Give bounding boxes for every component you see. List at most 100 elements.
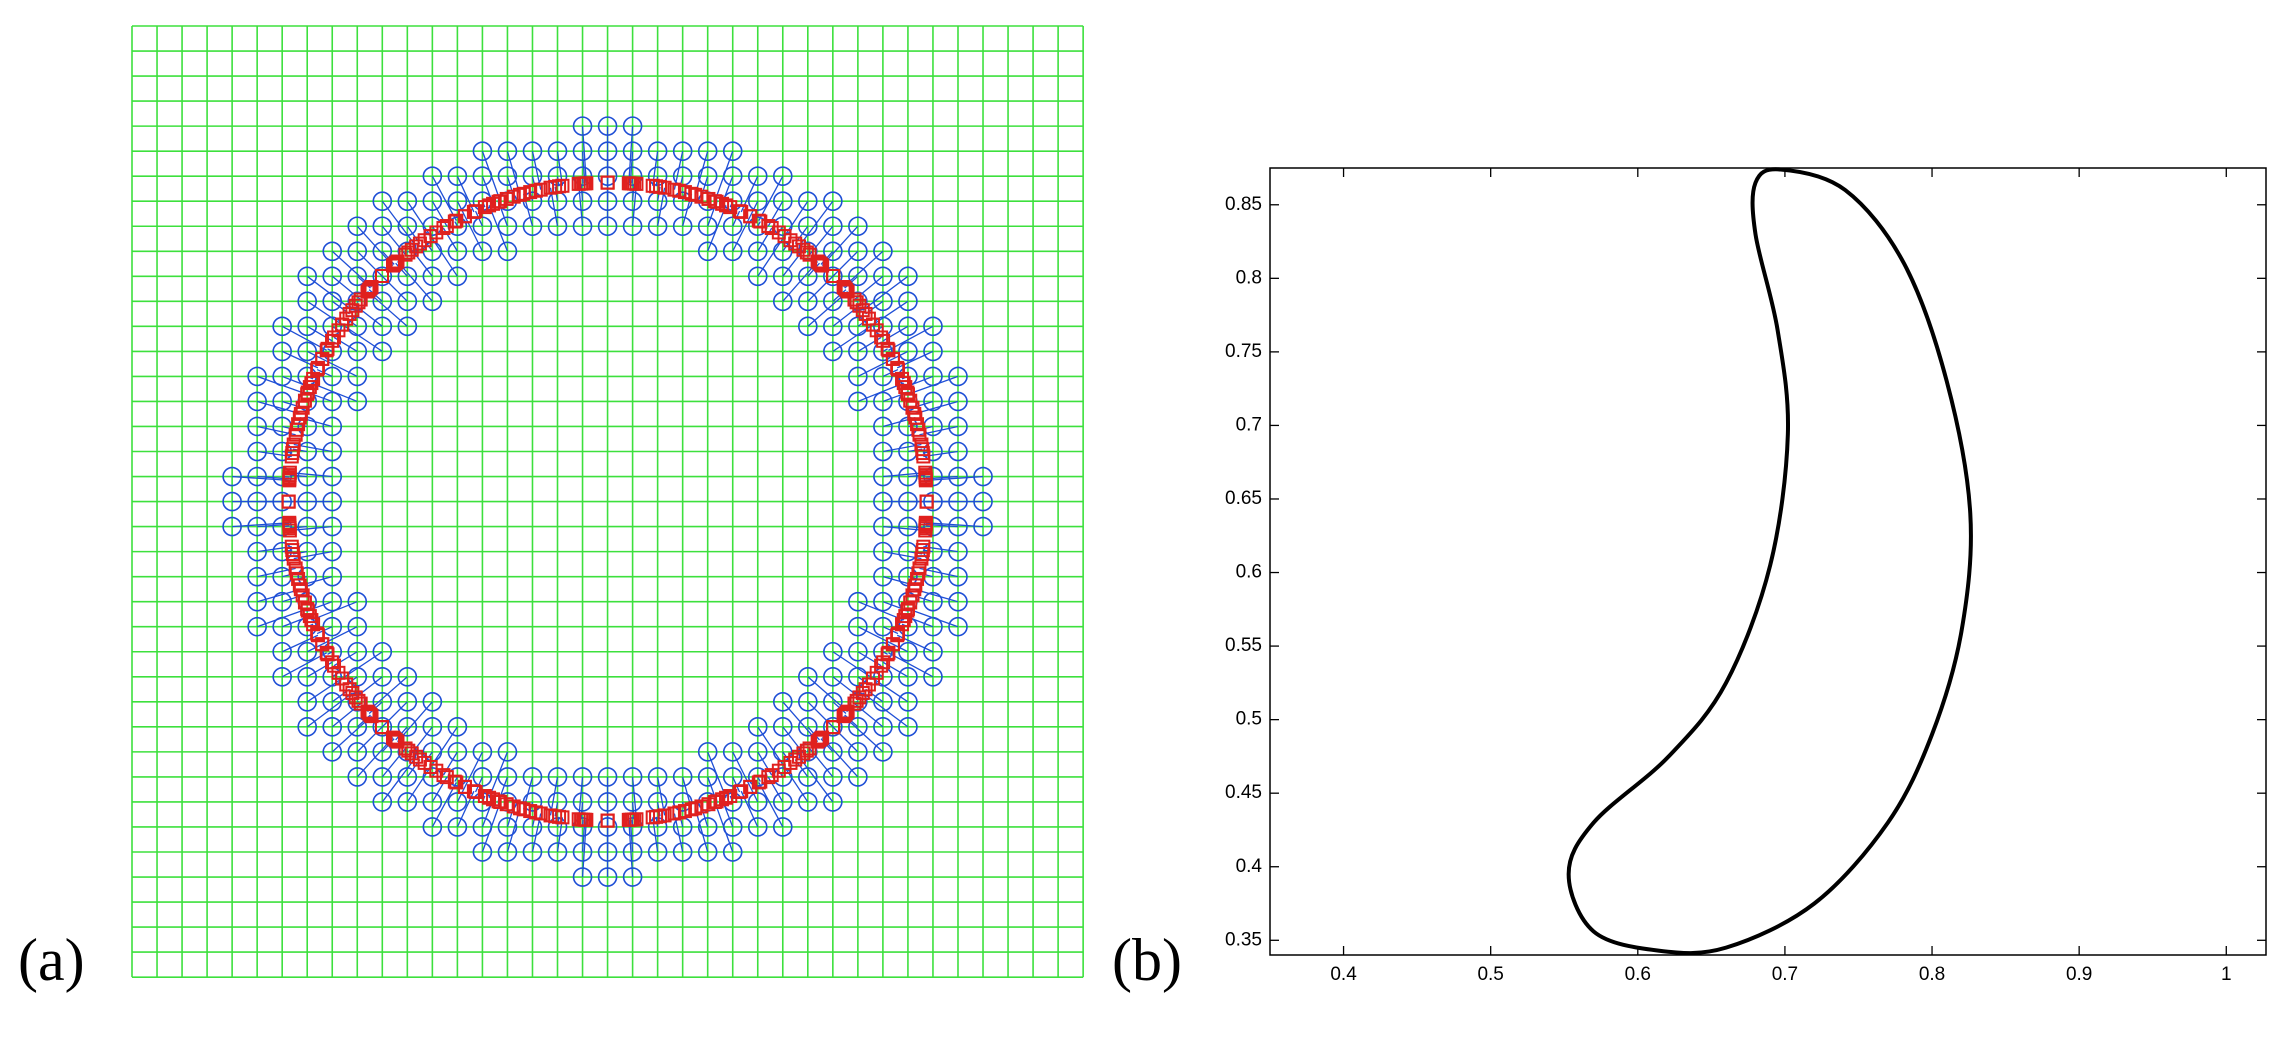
- grid-node: [848, 216, 868, 237]
- grid-node: [497, 241, 518, 262]
- grid-node: [322, 541, 343, 562]
- interface-point: [315, 637, 330, 652]
- interface-point: [292, 410, 307, 425]
- stencil-link: [757, 776, 761, 782]
- interface-point: [837, 707, 852, 722]
- interface-point: [375, 269, 390, 284]
- grid-node: [923, 541, 943, 562]
- grid-node: [422, 817, 443, 837]
- interface-point: [837, 281, 852, 296]
- x-tick-label: 0.8: [1919, 964, 1945, 985]
- grid-node: [798, 291, 818, 312]
- grid-node: [297, 291, 318, 312]
- interface-point: [295, 588, 310, 603]
- grid-node: [747, 166, 768, 186]
- grid-node: [697, 141, 718, 161]
- grid-node: [647, 166, 668, 186]
- grid-node: [447, 191, 468, 212]
- x-tick-label: 0.6: [1625, 964, 1651, 985]
- interface-point: [707, 794, 722, 809]
- grid-node: [798, 666, 818, 687]
- grid-node: [297, 717, 318, 737]
- grid-node: [898, 641, 918, 662]
- interface-point: [363, 281, 378, 296]
- grid-node: [597, 792, 618, 812]
- interface-point: [300, 385, 315, 400]
- interface-point: [491, 794, 506, 809]
- grid-node: [798, 792, 818, 812]
- stencil-link: [882, 472, 926, 478]
- grid-node: [347, 266, 368, 287]
- grid-node: [272, 516, 292, 537]
- grid-node: [672, 767, 693, 787]
- grid-node: [322, 441, 343, 462]
- grid-node: [372, 717, 393, 737]
- grid-node: [747, 717, 768, 737]
- interface-point: [855, 303, 870, 318]
- grid-node: [247, 491, 267, 512]
- interface-point: [858, 682, 873, 697]
- interface-point: [743, 779, 758, 794]
- stencil-link: [327, 651, 333, 655]
- interface-point: [282, 523, 297, 538]
- interface-point: [900, 387, 915, 402]
- interface-point: [401, 743, 416, 758]
- grid-node: [522, 842, 543, 862]
- grid-node: [798, 692, 818, 712]
- interface-point: [364, 279, 379, 294]
- grid-node: [347, 366, 368, 387]
- grid-node: [422, 291, 443, 312]
- grid-node: [948, 391, 968, 412]
- interface-point: [387, 731, 402, 746]
- stencil-link: [578, 183, 584, 227]
- grid-node: [772, 191, 793, 212]
- interface-point: [555, 810, 570, 825]
- grid-node: [497, 767, 518, 787]
- grid-node: [772, 291, 793, 312]
- grid-node: [823, 742, 843, 762]
- interface-point: [667, 182, 682, 197]
- interface-point: [528, 805, 543, 820]
- grid-node: [347, 717, 368, 737]
- interface-point: [390, 254, 405, 269]
- grid-node: [572, 216, 593, 237]
- grid-node: [372, 316, 393, 337]
- interface-point: [315, 351, 330, 366]
- interface-point: [327, 330, 342, 345]
- grid-node: [272, 391, 292, 412]
- grid-node: [247, 366, 267, 387]
- grid-node: [297, 341, 318, 362]
- grid-node: [823, 641, 843, 662]
- grid-node: [472, 241, 493, 262]
- grid-node: [322, 692, 343, 712]
- interface-point: [477, 200, 492, 215]
- grid-node: [873, 466, 893, 487]
- grid-node: [722, 842, 743, 862]
- y-tick-label: 0.85: [1225, 194, 1262, 215]
- interface-point: [335, 317, 350, 332]
- grid-node: [898, 692, 918, 712]
- grid-node: [447, 266, 468, 287]
- interface-point: [898, 609, 913, 624]
- stencil-link: [631, 776, 638, 820]
- interface-point: [387, 257, 402, 272]
- stencil-link: [578, 776, 584, 820]
- grid-node: [397, 767, 418, 787]
- grid-node: [372, 792, 393, 812]
- interface-point: [788, 236, 803, 251]
- interface-point: [491, 194, 506, 209]
- stencil-link: [757, 221, 761, 227]
- interface-point: [363, 707, 378, 722]
- interface-point: [815, 258, 830, 273]
- interface-point: [672, 805, 687, 820]
- interface-point: [838, 706, 853, 721]
- grid-node: [372, 191, 393, 212]
- panel-a-diagram: [131, 25, 1084, 978]
- grid-node: [923, 441, 943, 462]
- interface-point: [900, 601, 915, 616]
- x-tick-label: 0.9: [2066, 964, 2092, 985]
- grid-node: [547, 166, 568, 186]
- grid-node: [722, 141, 743, 161]
- interface-point: [734, 204, 749, 219]
- interface-point: [327, 658, 342, 673]
